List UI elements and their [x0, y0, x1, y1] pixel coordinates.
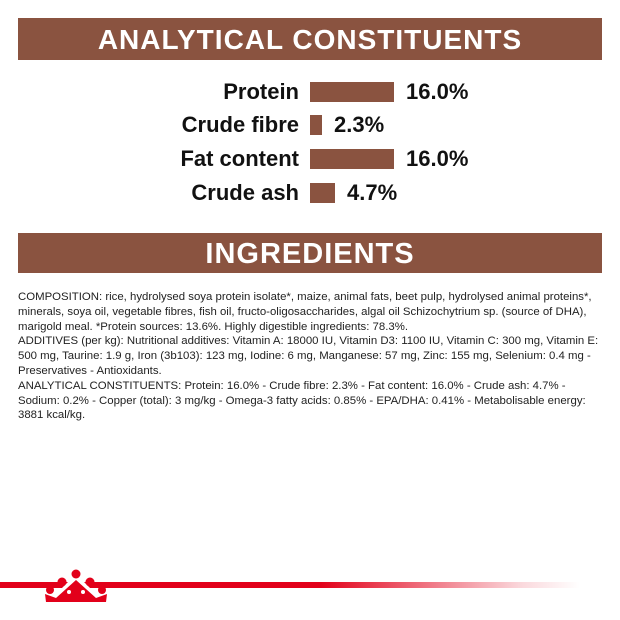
constituent-bar [310, 183, 335, 203]
constituent-value: 16.0% [406, 146, 469, 171]
constituent-label: Fat content [180, 146, 299, 171]
constituent-label: Crude ash [191, 180, 299, 205]
analytical-paragraph: ANALYTICAL CONSTITUENTS: Protein: 16.0% … [18, 379, 586, 422]
constituent-row-crude-fibre: Crude fibre 2.3% [0, 110, 620, 140]
constituent-value: 2.3% [334, 112, 385, 137]
constituent-bar [310, 115, 322, 135]
crown-icon [42, 569, 110, 604]
constituent-bar [310, 149, 394, 169]
footer-red-line [0, 582, 580, 588]
ingredients-header: INGREDIENTS [18, 233, 602, 273]
additives-paragraph: ADDITIVES (per kg): Nutritional additive… [18, 335, 599, 377]
ingredients-text: COMPOSITION: rice, hydrolysed soya prote… [18, 290, 600, 423]
constituent-value: 4.7% [347, 180, 398, 205]
constituent-row-fat-content: Fat content 16.0% [0, 144, 620, 174]
constituent-label: Protein [223, 79, 299, 104]
analytical-constituents-header: ANALYTICAL CONSTITUENTS [18, 18, 602, 60]
constituent-row-protein: Protein 16.0% [0, 77, 620, 107]
constituent-bar [310, 82, 394, 102]
composition-paragraph: COMPOSITION: rice, hydrolysed soya prote… [18, 291, 592, 333]
constituent-row-crude-ash: Crude ash 4.7% [0, 178, 620, 208]
constituent-label: Crude fibre [181, 112, 299, 137]
constituent-value: 16.0% [406, 79, 469, 104]
